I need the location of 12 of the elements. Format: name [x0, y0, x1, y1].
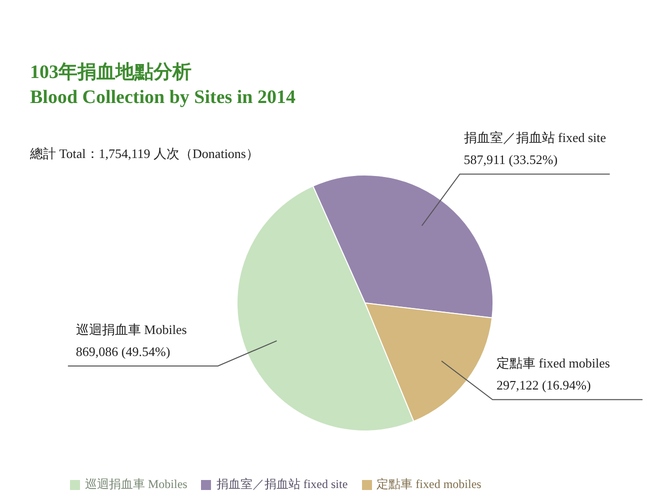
slice-label: 巡迴捐血車 Mobiles	[76, 322, 187, 337]
chart-title: 103年捐血地點分析	[30, 61, 192, 85]
chart-subtitle: Blood Collection by Sites in 2014	[30, 86, 296, 110]
legend-label: 定點車 fixed mobiles	[376, 476, 482, 493]
data-label: 297,122 (16.94%)	[496, 378, 591, 393]
slice-label: 定點車 fixed mobiles	[496, 356, 610, 371]
data-label: 869,086 (49.54%)	[76, 344, 170, 359]
data-label: 587,911 (33.52%)	[464, 152, 558, 168]
legend-label: 捐血室／捐血站 fixed site	[215, 476, 348, 493]
slice-label: 捐血室／捐血站 fixed site	[464, 130, 606, 146]
legend-label: 巡迴捐血車 Mobiles	[84, 476, 188, 493]
text: 總計 Total：1,754,119 人次（Donations）	[30, 145, 259, 163]
